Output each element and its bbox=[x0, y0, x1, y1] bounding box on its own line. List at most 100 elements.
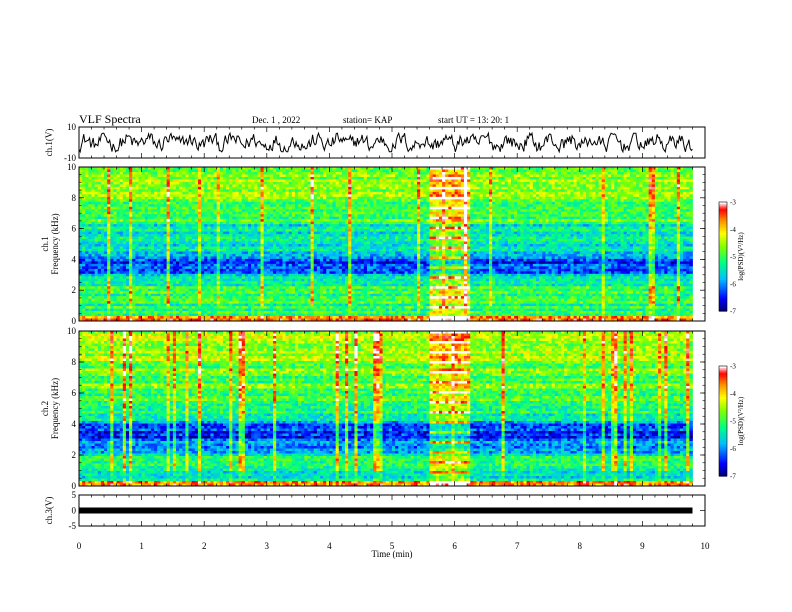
heatmap-cell bbox=[125, 281, 130, 285]
heatmap-cell bbox=[279, 216, 283, 220]
heatmap-cell bbox=[263, 184, 268, 188]
heatmap-cell bbox=[282, 258, 286, 262]
heatmap-cell bbox=[241, 256, 246, 260]
heatmap-cell bbox=[266, 298, 271, 302]
heatmap-cell bbox=[194, 271, 199, 275]
heatmap-cell bbox=[172, 271, 177, 275]
heatmap-cell bbox=[251, 253, 255, 257]
heatmap-cell bbox=[307, 313, 312, 317]
heatmap-cell bbox=[110, 239, 114, 242]
heatmap-cell bbox=[241, 283, 246, 287]
heatmap-cell bbox=[191, 246, 196, 250]
heatmap-cell bbox=[229, 234, 233, 237]
heatmap-cell bbox=[79, 286, 83, 290]
heatmap-cell bbox=[226, 171, 230, 175]
heatmap-cell bbox=[269, 181, 274, 185]
heatmap-cell bbox=[172, 291, 177, 295]
heatmap-cell bbox=[229, 214, 233, 218]
heatmap-cell bbox=[157, 239, 161, 242]
heatmap-cell bbox=[138, 199, 142, 203]
heatmap-cell bbox=[285, 313, 290, 317]
heatmap-cell bbox=[201, 253, 205, 257]
heatmap-cell bbox=[116, 278, 121, 282]
heatmap-cell bbox=[107, 239, 111, 242]
heatmap-cell bbox=[204, 239, 208, 242]
heatmap-cell bbox=[313, 293, 318, 297]
heatmap-cell bbox=[157, 171, 161, 175]
heatmap-cell bbox=[150, 186, 155, 190]
heatmap-cell bbox=[122, 263, 127, 267]
heatmap-cell bbox=[210, 271, 214, 275]
heatmap-cell bbox=[307, 311, 312, 314]
heatmap-cell bbox=[248, 258, 252, 262]
heatmap-cell bbox=[172, 288, 177, 292]
heatmap-cell bbox=[166, 216, 171, 220]
heatmap-cell bbox=[307, 301, 312, 305]
heatmap-cell bbox=[154, 308, 158, 312]
heatmap-cell bbox=[257, 276, 261, 280]
heatmap-cell bbox=[213, 293, 218, 297]
heatmap-cell bbox=[79, 306, 83, 309]
heatmap-cell bbox=[260, 311, 265, 314]
heatmap-cell bbox=[201, 234, 205, 237]
heatmap-cell bbox=[97, 189, 102, 193]
heatmap-cell bbox=[172, 286, 177, 290]
heatmap-cell bbox=[122, 268, 127, 272]
heatmap-cell bbox=[238, 239, 243, 242]
heatmap-cell bbox=[226, 271, 230, 275]
heatmap-cell bbox=[263, 191, 268, 195]
heatmap-cell bbox=[323, 273, 327, 277]
heatmap-cell bbox=[294, 273, 299, 277]
heatmap-cell bbox=[235, 296, 240, 300]
heatmap-cell bbox=[313, 234, 318, 237]
heatmap-cell bbox=[119, 291, 124, 295]
heatmap-cell bbox=[94, 214, 99, 218]
heatmap-cell bbox=[116, 291, 121, 295]
heatmap-cell bbox=[241, 246, 246, 250]
heatmap-cell bbox=[244, 181, 249, 185]
heatmap-cell bbox=[313, 189, 318, 193]
heatmap-cell bbox=[88, 211, 92, 215]
heatmap-cell bbox=[122, 184, 127, 188]
heatmap-cell bbox=[194, 288, 199, 292]
heatmap-cell bbox=[251, 179, 255, 183]
heatmap-cell bbox=[216, 301, 221, 305]
heatmap-cell bbox=[229, 276, 233, 280]
heatmap-cell bbox=[110, 258, 114, 262]
heatmap-cell bbox=[91, 296, 96, 300]
heatmap-cell bbox=[263, 286, 268, 290]
heatmap-cell bbox=[129, 253, 133, 257]
heatmap-cell bbox=[194, 167, 199, 170]
heatmap-cell bbox=[104, 204, 108, 208]
heatmap-cell bbox=[254, 194, 258, 198]
heatmap-cell bbox=[85, 308, 89, 312]
heatmap-cell bbox=[226, 196, 230, 200]
heatmap-cell bbox=[179, 174, 183, 178]
heatmap-cell bbox=[235, 174, 240, 178]
heatmap-cell bbox=[79, 263, 83, 267]
heatmap-cell bbox=[216, 186, 221, 190]
heatmap-cell bbox=[273, 201, 277, 205]
heatmap-cell bbox=[100, 266, 105, 270]
heatmap-cell bbox=[310, 246, 315, 250]
heatmap-cell bbox=[179, 268, 183, 272]
heatmap-cell bbox=[304, 169, 308, 173]
heatmap-cell bbox=[107, 253, 111, 257]
heatmap-cell bbox=[182, 313, 186, 317]
heatmap-cell bbox=[226, 273, 230, 277]
heatmap-cell bbox=[307, 318, 312, 322]
heatmap-cell bbox=[188, 261, 193, 265]
heatmap-cell bbox=[138, 268, 142, 272]
heatmap-cell bbox=[104, 301, 108, 305]
heatmap-cell bbox=[269, 169, 274, 173]
heatmap-cell bbox=[282, 229, 286, 232]
heatmap-cell bbox=[150, 174, 155, 178]
heatmap-cell bbox=[132, 171, 136, 175]
heatmap-cell bbox=[172, 313, 177, 317]
heatmap-cell bbox=[229, 216, 233, 220]
heatmap-cell bbox=[191, 176, 196, 180]
heatmap-cell bbox=[279, 211, 283, 215]
heatmap-cell bbox=[222, 239, 227, 242]
heatmap-cell bbox=[129, 236, 133, 240]
heatmap-cell bbox=[169, 258, 174, 262]
